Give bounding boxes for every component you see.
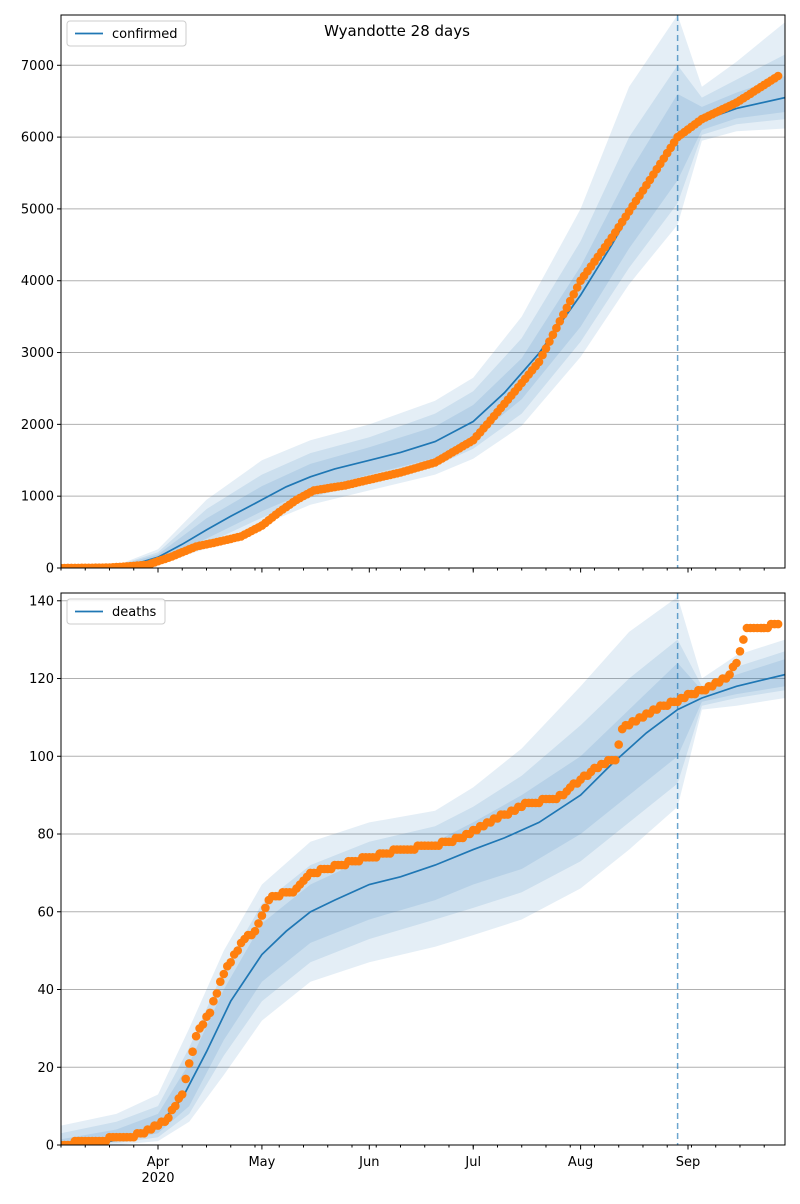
y-tick-label: 3000	[21, 346, 54, 361]
y-tick-label: 20	[37, 1061, 54, 1076]
uncertainty-band	[61, 76, 785, 568]
observed-point	[732, 658, 741, 668]
observed-point	[257, 911, 267, 920]
observed-point	[545, 337, 554, 346]
x-tick-label-line: Jul	[464, 1155, 481, 1170]
observed-point	[739, 635, 748, 644]
observed-point	[611, 755, 620, 765]
confirmed-panel: 0 1000 2000 3000 4000 5000 6000 7000 confirmed	[21, 14, 786, 577]
observed-point	[198, 1020, 208, 1029]
x-tick-label: May	[248, 1155, 275, 1170]
y-tick-label: 60	[37, 905, 54, 920]
y-tick-label: 40	[37, 983, 54, 998]
y-tick-label: 140	[29, 594, 54, 609]
x-tick-label: Jul	[464, 1155, 481, 1170]
chart-title: Wyandotte 28 days	[324, 22, 470, 40]
observed-point	[254, 919, 263, 928]
observed-point	[209, 996, 218, 1006]
y-tick-label: 7000	[21, 59, 54, 74]
plot-frame	[60, 14, 786, 569]
legend-label: confirmed	[112, 27, 178, 42]
observed-point	[164, 1113, 173, 1123]
x-tick-label-line: 2020	[141, 1171, 174, 1186]
x-tick-label-line: May	[248, 1155, 275, 1170]
observed-point	[181, 1074, 190, 1084]
y-tick-label: 80	[37, 828, 54, 843]
y-tick-label: 0	[46, 1139, 54, 1154]
observed-point	[191, 1031, 201, 1041]
x-tick-label: Jun	[358, 1155, 379, 1170]
y-tick-label: 4000	[21, 274, 54, 289]
uncertainty-band	[61, 596, 785, 1145]
x-tick-label-line: Jun	[358, 1155, 379, 1170]
x-tick-label-line: Apr	[147, 1155, 170, 1170]
uncertainty-band	[61, 15, 785, 568]
observed-point	[773, 71, 783, 81]
x-tick-label-line: Sep	[676, 1155, 701, 1170]
y-tick-label: 5000	[21, 202, 54, 217]
observed-point	[188, 1047, 197, 1056]
observed-point	[725, 670, 734, 679]
observed-point	[555, 317, 565, 326]
observed-point	[184, 1059, 194, 1068]
observed-point	[177, 1090, 187, 1099]
observed-point	[534, 357, 544, 367]
deaths-panel: 0 20 40 60 80 100 120 140 Apr 2020 May Jun Jul Aug Sep…	[29, 592, 786, 1186]
x-tick-label: Apr 2020	[141, 1155, 174, 1186]
y-tick-label: 1000	[21, 490, 54, 505]
observed-point	[226, 958, 235, 967]
observed-point	[538, 350, 547, 360]
observed-point	[548, 330, 558, 340]
observed-point	[735, 647, 745, 656]
observed-point	[205, 1008, 215, 1018]
observed-point	[572, 283, 582, 292]
observed-point	[233, 946, 242, 955]
legend-box	[66, 20, 187, 47]
y-tick-label: 0	[46, 562, 54, 577]
observed-point	[562, 303, 572, 313]
uncertainty-band	[61, 659, 785, 1145]
observed-point	[219, 969, 229, 979]
legend-label: deaths	[112, 605, 157, 620]
observed-point	[216, 977, 225, 986]
observed-point	[552, 323, 561, 333]
observed-point	[171, 1101, 180, 1111]
y-tick-label: 100	[29, 750, 54, 765]
plot-frame	[60, 592, 786, 1146]
plot-area	[61, 593, 785, 1145]
y-tick-label: 2000	[21, 418, 54, 433]
observed-point	[559, 310, 568, 319]
observed-point	[250, 926, 260, 936]
plot-area	[61, 15, 785, 568]
observed-point	[261, 903, 270, 913]
observed-point	[212, 989, 222, 998]
x-tick-label: Aug	[568, 1155, 593, 1170]
observed-point	[614, 740, 623, 749]
x-tick-label: Sep	[676, 1155, 701, 1170]
y-tick-label: 6000	[21, 131, 54, 146]
y-tick-label: 120	[29, 672, 54, 687]
legend-box	[66, 598, 166, 625]
observed-point	[569, 290, 578, 299]
observed-point	[565, 296, 575, 306]
observed-point	[541, 344, 551, 353]
observed-point	[773, 619, 783, 629]
x-tick-label-line: Aug	[568, 1155, 593, 1170]
